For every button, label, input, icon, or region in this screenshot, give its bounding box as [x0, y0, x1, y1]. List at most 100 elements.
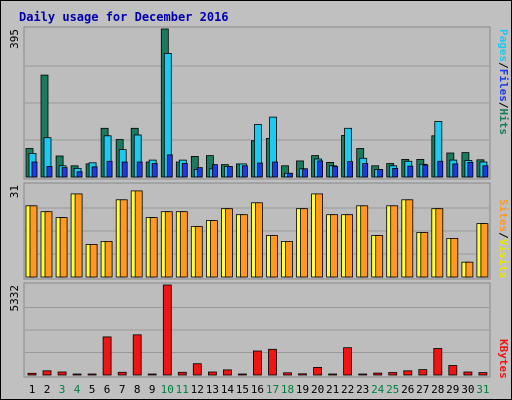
bar-pages-day-19: [302, 168, 308, 178]
bar-kbytes-day-4: [72, 373, 82, 376]
bar-pages-day-22: [347, 161, 354, 178]
bar-sites-day-29: [450, 237, 459, 278]
x-label-day-25: 25: [386, 383, 399, 396]
x-label-day-20: 20: [311, 383, 324, 396]
bar-pages-day-29: [452, 163, 459, 178]
bar-kbytes-day-16: [252, 350, 262, 376]
bar-pages-day-16: [256, 162, 263, 178]
bar-pages-day-6: [106, 160, 113, 178]
bar-sites-day-22: [345, 214, 354, 278]
legend-visits: Visits: [497, 239, 510, 279]
legend-top: Pages/Files/Hits: [497, 29, 510, 135]
x-label-day-21: 21: [326, 383, 339, 396]
bar-pages-day-31: [482, 165, 489, 178]
chart-title: Daily usage for December 2016: [19, 10, 229, 24]
bar-pages-day-27: [422, 164, 429, 178]
bar-pages-day-21: [332, 166, 339, 178]
bar-pages-day-30: [467, 161, 474, 178]
bar-pages-day-10: [166, 154, 173, 178]
x-label-day-15: 15: [236, 383, 249, 396]
panel-middle-max-label: 31: [8, 185, 21, 198]
bar-sites-day-15: [239, 214, 248, 278]
x-label-day-3: 3: [59, 383, 66, 396]
bar-pages-day-4: [76, 171, 83, 178]
x-label-day-9: 9: [149, 383, 156, 396]
bar-kbytes-day-7: [117, 371, 127, 376]
x-label-day-23: 23: [356, 383, 369, 396]
bar-sites-day-13: [209, 220, 218, 278]
bar-sites-day-11: [179, 211, 188, 278]
bar-sites-day-26: [405, 199, 414, 278]
bar-sites-day-5: [89, 243, 98, 278]
bar-kbytes-day-25: [388, 372, 398, 376]
bar-kbytes-day-22: [343, 347, 353, 376]
bar-pages-day-15: [241, 165, 248, 178]
bar-sites-day-1: [29, 205, 38, 278]
bar-pages-day-28: [437, 160, 444, 178]
bar-kbytes-day-14: [222, 369, 232, 376]
bar-kbytes-day-29: [448, 365, 458, 376]
bar-sites-day-3: [59, 217, 68, 278]
bar-sites-day-27: [420, 232, 429, 278]
x-label-day-5: 5: [89, 383, 96, 396]
bar-sites-day-6: [104, 240, 113, 278]
bar-kbytes-day-31: [478, 372, 488, 376]
legend-hits: Hits: [497, 109, 510, 136]
bar-pages-day-18: [287, 172, 293, 178]
bar-pages-day-17: [272, 161, 278, 178]
x-label-day-13: 13: [206, 383, 219, 396]
bar-kbytes-day-23: [358, 373, 368, 376]
legend-bottom: KBytes: [497, 339, 510, 379]
bar-pages-day-26: [407, 165, 414, 178]
bar-kbytes-day-18: [283, 372, 292, 376]
bar-pages-day-9: [151, 163, 158, 178]
bar-pages-day-25: [392, 167, 399, 178]
legend-files: Files: [497, 69, 510, 102]
x-label-day-10: 10: [161, 383, 174, 396]
legend-sep-3: /: [497, 232, 510, 239]
bar-sites-day-8: [134, 190, 143, 278]
panel-bottom-max-label: 5332: [8, 285, 21, 312]
bar-kbytes-day-8: [132, 334, 142, 376]
x-label-day-28: 28: [431, 383, 444, 396]
bar-sites-day-4: [74, 193, 83, 278]
panel-top-max-label: 395: [8, 29, 21, 49]
x-label-day-16: 16: [251, 383, 264, 396]
bar-sites-day-16: [254, 202, 263, 278]
legend-sep-2: /: [497, 102, 510, 109]
bar-kbytes-day-21: [328, 373, 338, 376]
bar-sites-day-31: [480, 223, 489, 278]
x-label-day-19: 19: [296, 383, 309, 396]
legend-sep-1: /: [497, 62, 510, 69]
bar-kbytes-day-26: [403, 370, 413, 376]
bar-sites-day-24: [375, 235, 384, 278]
bar-sites-day-14: [224, 208, 233, 278]
legend-pages: Pages: [497, 29, 510, 62]
legend-kbytes: KBytes: [497, 339, 510, 379]
bar-kbytes-day-1: [27, 372, 37, 376]
x-label-day-18: 18: [281, 383, 294, 396]
bar-kbytes-day-27: [418, 369, 428, 376]
bar-pages-day-3: [61, 167, 68, 178]
bar-sites-day-28: [435, 208, 444, 278]
bar-sites-day-21: [330, 214, 339, 278]
bar-sites-day-7: [119, 199, 128, 278]
bar-pages-day-2: [46, 166, 53, 178]
bar-kbytes-day-13: [207, 371, 217, 376]
bar-pages-day-12: [196, 167, 203, 178]
x-label-day-26: 26: [401, 383, 414, 396]
bar-pages-day-1: [31, 161, 38, 178]
bar-kbytes-day-10: [162, 284, 172, 376]
x-label-day-4: 4: [74, 383, 81, 396]
bar-kbytes-day-3: [57, 371, 67, 376]
x-label-day-17: 17: [266, 383, 279, 396]
x-label-day-7: 7: [119, 383, 126, 396]
x-label-day-14: 14: [221, 383, 235, 396]
bar-kbytes-day-28: [433, 348, 443, 376]
x-label-day-8: 8: [134, 383, 141, 396]
bar-sites-day-30: [465, 261, 474, 278]
x-label-day-22: 22: [341, 383, 354, 396]
bar-kbytes-day-9: [147, 373, 157, 376]
x-label-day-30: 30: [461, 383, 474, 396]
